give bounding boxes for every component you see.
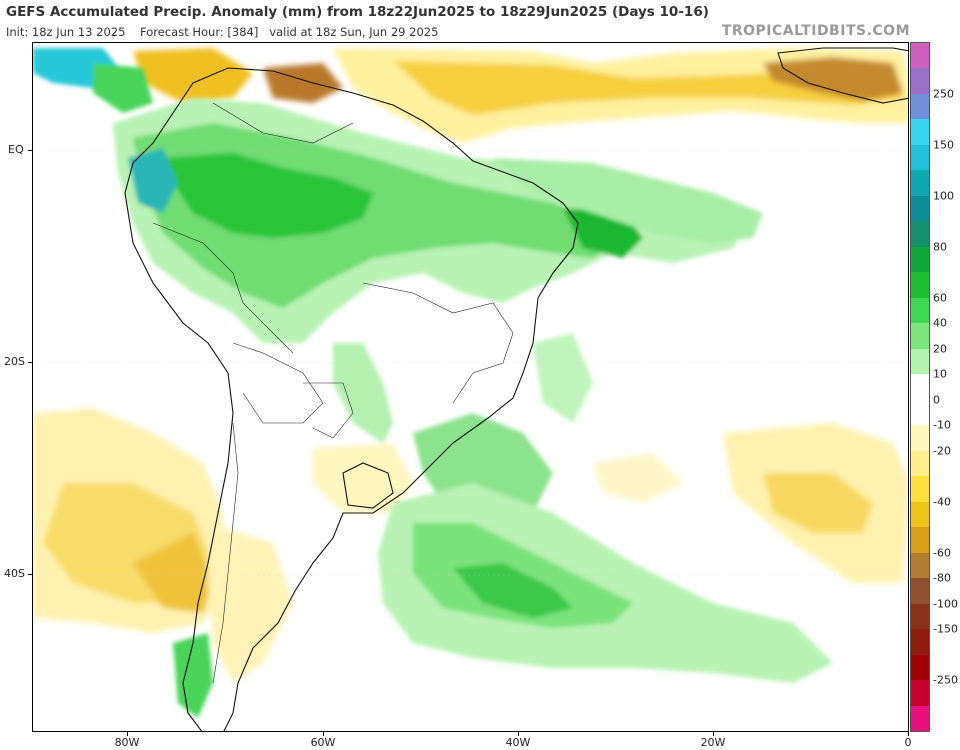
dry-east-atlantic-core: [763, 473, 873, 533]
dry-anomaly-layer: [33, 48, 908, 683]
colorbar-swatch: [911, 680, 929, 706]
colorbar-swatch: [911, 399, 929, 426]
chart-title: GEFS Accumulated Precip. Anomaly (mm) fr…: [6, 4, 709, 20]
colorbar-swatch: [911, 348, 929, 375]
colorbar-swatch: [911, 374, 929, 401]
grid-lines: [33, 150, 908, 576]
lon-label-20w: 20W: [700, 736, 726, 749]
lon-label-80w: 80W: [114, 736, 140, 749]
colorbar-swatch: [911, 246, 929, 273]
coastlines: [124, 47, 908, 731]
colorbar-label: 20: [933, 342, 947, 356]
colorbar-label: 60: [933, 291, 947, 305]
colorbar-swatch: [911, 501, 929, 528]
colorbar-label: -40: [933, 495, 951, 509]
colorbar-swatch: [911, 93, 929, 120]
valid-time-text: valid at 18z Sun, Jun 29 2025: [269, 25, 439, 39]
colorbar-label: -150: [933, 622, 958, 636]
colorbar-swatch: [911, 527, 929, 554]
init-text: Init: 18z Jun 13 2025: [6, 25, 126, 39]
brand-watermark: TROPICALTIDBITS.COM: [721, 23, 910, 39]
colorbar-swatch: [911, 450, 929, 477]
lon-label-60w: 60W: [310, 736, 336, 749]
colorbar-label: 40: [933, 316, 947, 330]
map-canvas: [33, 47, 908, 731]
lon-label-0: 0: [904, 736, 912, 749]
border-bolivia: [232, 342, 324, 424]
colorbar-label: 10: [933, 367, 947, 381]
dry-chile-south-pacific: [133, 533, 213, 613]
colorbar-swatch: [911, 476, 929, 503]
colorbar-swatch: [911, 170, 929, 197]
lon-label-40w: 40W: [505, 736, 531, 749]
colorbar-swatch: [911, 603, 929, 630]
dry-uruguay-patch: [313, 443, 413, 513]
border-brazil-interior: [362, 282, 514, 404]
lat-tick-eq: [28, 150, 32, 151]
colorbar-label: 250: [933, 87, 954, 101]
lon-tick-20w: [713, 732, 714, 736]
wet-panama-green: [93, 63, 153, 113]
uruguay-border: [342, 462, 394, 509]
lon-tick-40w: [518, 732, 519, 736]
colorbar-swatch: [911, 68, 929, 95]
lat-label-eq: EQ: [8, 143, 24, 156]
colorbar-label: 0: [933, 393, 940, 407]
colorbar-label: 80: [933, 240, 947, 254]
colorbar-label: 150: [933, 138, 954, 152]
border-argentina-chile: [212, 422, 239, 684]
dry-nw-brazil-brown: [263, 63, 343, 103]
colorbar-swatch: [911, 654, 929, 681]
dry-africa-brown: [763, 57, 903, 101]
colorbar-swatch: [911, 272, 929, 299]
colorbar-swatch: [911, 43, 929, 69]
colorbar-label: -250: [933, 673, 958, 687]
south-america-outline: [124, 67, 579, 731]
border-peru-brazil: [152, 222, 294, 354]
colorbar-swatch: [911, 119, 929, 146]
precip-anomaly-map: [32, 42, 909, 732]
colorbar-label: -80: [933, 571, 951, 585]
border-paraguay: [303, 382, 354, 439]
colorbar-label: -10: [933, 418, 951, 432]
colorbar-legend: [910, 42, 930, 732]
lon-tick-0: [908, 732, 909, 736]
country-borders: [152, 102, 514, 684]
wet-se-coast-strip: [533, 333, 593, 423]
colorbar-label: -100: [933, 597, 958, 611]
wet-chile-south-patches: [173, 633, 213, 718]
africa-outline: [777, 47, 908, 104]
colorbar-swatch: [911, 221, 929, 248]
wet-anomaly-layer: [33, 48, 833, 718]
colorbar-swatch: [911, 705, 929, 732]
wet-coastal-strip: [333, 343, 393, 443]
lon-tick-60w: [323, 732, 324, 736]
colorbar-swatch: [911, 195, 929, 222]
colorbar-label: -60: [933, 546, 951, 560]
colorbar-swatch: [911, 297, 929, 324]
lat-tick-20s: [28, 362, 32, 363]
colorbar-swatch: [911, 629, 929, 656]
dry-southeast-atlantic: [593, 453, 683, 503]
colorbar-swatch: [911, 552, 929, 579]
init-time-label: Init: 18z Jun 13 2025 Forecast Hour: [38…: [6, 25, 438, 39]
wet-northeast-atlantic: [493, 158, 763, 243]
colorbar-swatch: [911, 323, 929, 350]
wet-amazon-strong: [163, 153, 373, 238]
colorbar-swatch: [911, 578, 929, 605]
wet-colombia-cyan: [128, 148, 178, 213]
colorbar-label: 100: [933, 189, 954, 203]
forecast-hour-text: Forecast Hour: [384]: [140, 25, 259, 39]
colorbar-swatch: [911, 425, 929, 452]
dry-argentina: [208, 523, 293, 683]
border-venezuela: [212, 102, 354, 144]
colorbar-label: -20: [933, 444, 951, 458]
lat-tick-40s: [28, 574, 32, 575]
dry-colombia-orange: [133, 48, 253, 103]
colorbar-swatch: [911, 144, 929, 171]
lat-label-40s: 40S: [4, 567, 25, 580]
lat-label-20s: 20S: [4, 355, 25, 368]
lon-tick-80w: [127, 732, 128, 736]
wet-south-atlantic-strong: [453, 563, 573, 618]
